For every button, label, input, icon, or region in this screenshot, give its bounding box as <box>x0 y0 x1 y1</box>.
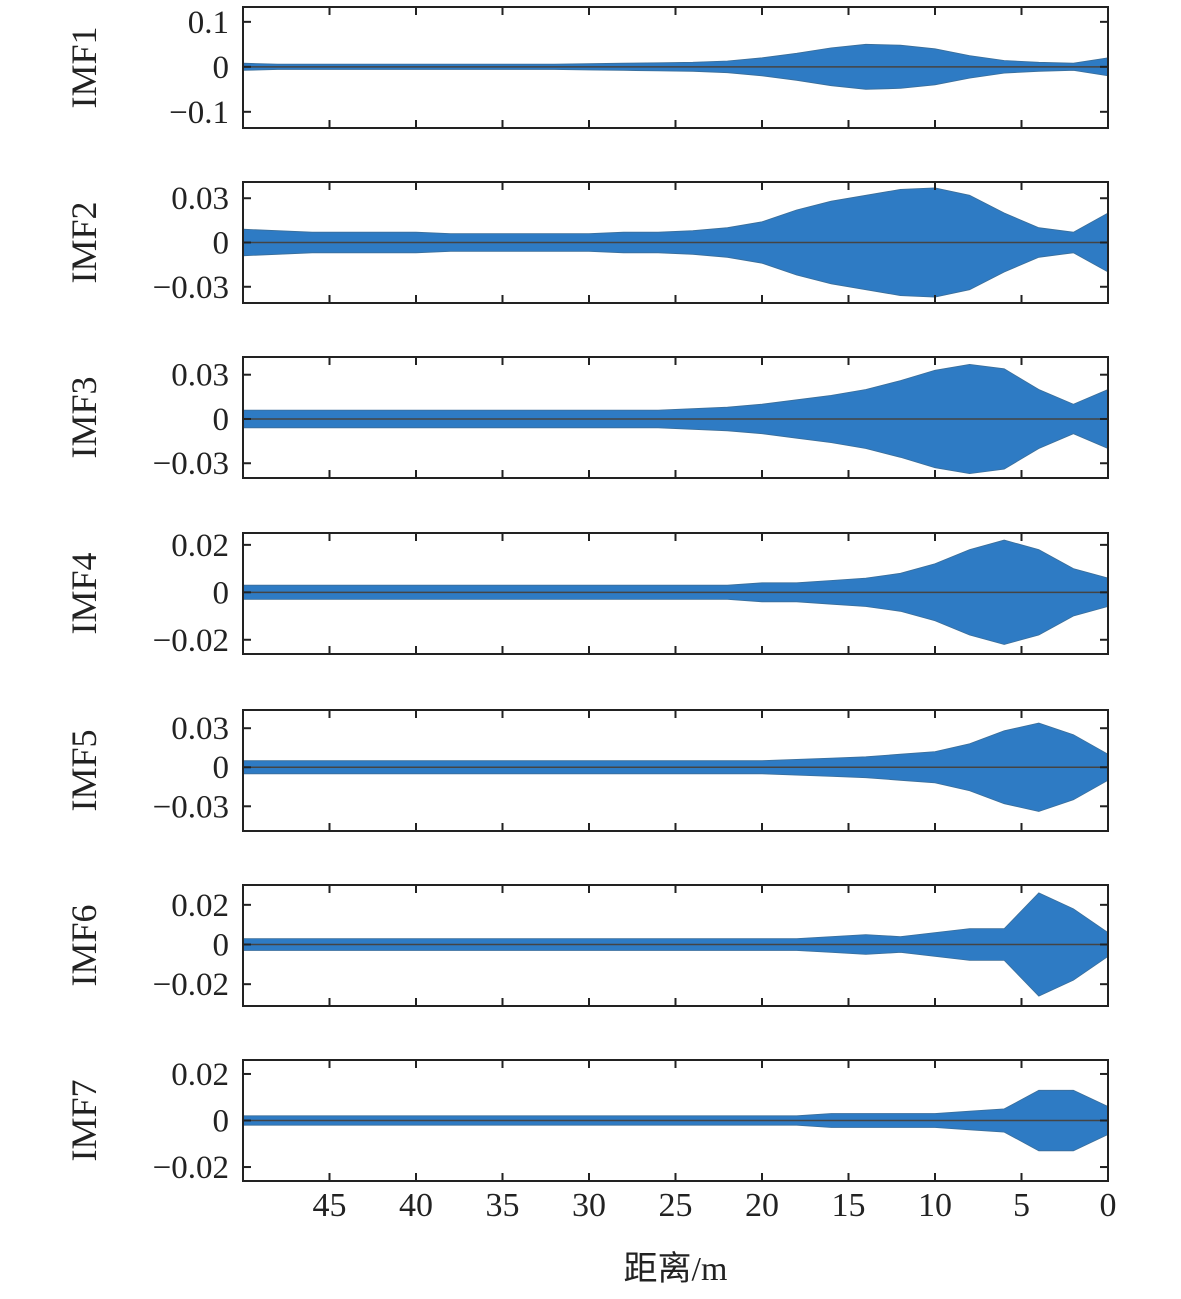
y-tick-label: 0.1 <box>188 5 229 41</box>
y-tick-label: 0.02 <box>171 528 229 564</box>
y-tick-label: 0 <box>213 50 230 86</box>
y-tick-label: 0 <box>213 575 230 611</box>
x-tick-label: 20 <box>745 1187 779 1224</box>
y-tick-label: −0.02 <box>153 967 229 1003</box>
y-tick-label: 0 <box>213 1104 230 1140</box>
y-tick-label: 0.03 <box>171 181 229 217</box>
x-tick-label: 30 <box>572 1187 606 1224</box>
y-tick-label: −0.03 <box>153 446 229 482</box>
y-axis-label: IMF2 <box>64 201 104 283</box>
y-tick-label: 0 <box>213 402 230 438</box>
x-tick-label: 25 <box>659 1187 693 1224</box>
y-tick-label: −0.1 <box>169 95 229 131</box>
x-tick-label: 35 <box>486 1187 520 1224</box>
y-axis-label: IMF4 <box>64 552 104 634</box>
y-tick-label: −0.02 <box>153 1150 229 1186</box>
x-tick-label: 40 <box>399 1187 433 1224</box>
y-tick-label: 0 <box>213 750 230 786</box>
y-axis-label: IMF6 <box>64 904 104 986</box>
y-tick-label: 0.02 <box>171 888 229 924</box>
x-tick-label: 45 <box>313 1187 347 1224</box>
x-tick-label: 10 <box>918 1187 952 1224</box>
x-tick-label: 5 <box>1013 1187 1030 1224</box>
x-tick-label: 0 <box>1100 1187 1117 1224</box>
y-axis-label: IMF1 <box>64 26 104 108</box>
x-tick-label: 15 <box>832 1187 866 1224</box>
y-tick-label: 0 <box>213 928 230 964</box>
x-axis-label: 距离/m <box>624 1250 728 1288</box>
y-axis-label: IMF5 <box>64 729 104 811</box>
y-tick-label: −0.02 <box>153 623 229 659</box>
y-tick-label: 0 <box>213 226 230 262</box>
y-tick-label: 0.03 <box>171 711 229 747</box>
y-tick-label: −0.03 <box>153 789 229 825</box>
y-tick-label: 0.03 <box>171 358 229 394</box>
y-tick-label: 0.02 <box>171 1057 229 1093</box>
y-axis-label: IMF3 <box>64 376 104 458</box>
y-tick-label: −0.03 <box>153 270 229 306</box>
y-axis-label: IMF7 <box>64 1079 104 1161</box>
